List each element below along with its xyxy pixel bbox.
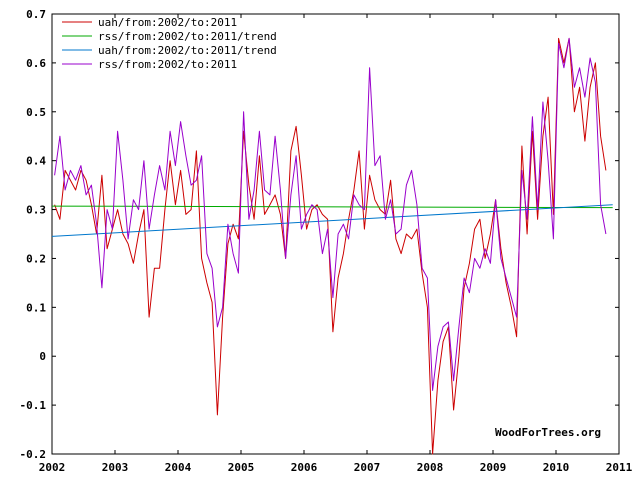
- x-tick-label: 2011: [606, 461, 633, 474]
- legend: uah/from:2002/to:2011rss/from:2002/to:20…: [62, 16, 277, 71]
- x-tick-label: 2003: [102, 461, 129, 474]
- x-tick-label: 2008: [417, 461, 444, 474]
- legend-label: rss/from:2002/to:2011: [98, 58, 237, 71]
- y-tick-label: 0.6: [26, 57, 46, 70]
- x-tick-label: 2009: [480, 461, 507, 474]
- y-tick-label: 0.7: [26, 8, 46, 21]
- x-tick-label: 2004: [165, 461, 192, 474]
- y-tick-label: 0.2: [26, 252, 46, 265]
- y-tick-label: -0.1: [20, 399, 47, 412]
- y-axis: -0.2 -0.1 0 0.1 0.2 0.3 0.4 0.5 0.6 0.7: [20, 8, 619, 461]
- legend-label: uah/from:2002/to:2011: [98, 16, 237, 29]
- legend-label: uah/from:2002/to:2011/trend: [98, 44, 277, 57]
- y-tick-label: 0.3: [26, 204, 46, 217]
- y-tick-label: 0.5: [26, 106, 46, 119]
- y-tick-label: 0.1: [26, 301, 46, 314]
- series-line-1: [51, 205, 613, 209]
- x-tick-label: 2007: [354, 461, 381, 474]
- plot-frame: [51, 13, 620, 455]
- x-tick-label: 2010: [543, 461, 570, 474]
- series-line-3: [54, 37, 607, 391]
- x-tick-label: 2002: [39, 461, 66, 474]
- legend-label: rss/from:2002/to:2011/trend: [98, 30, 277, 43]
- series-line-2: [51, 204, 613, 237]
- series-layer: [51, 37, 613, 455]
- watermark: WoodForTrees.org: [495, 426, 601, 439]
- y-tick-label: 0.4: [26, 155, 46, 168]
- x-tick-label: 2005: [228, 461, 255, 474]
- series-line-0: [54, 37, 607, 455]
- y-tick-label: -0.2: [20, 448, 47, 461]
- x-axis: 2002 2003 2004 2005 2006 2007 2008 2009 2010 2011: [39, 14, 633, 474]
- y-tick-label: 0: [39, 350, 46, 363]
- x-tick-label: 2006: [291, 461, 318, 474]
